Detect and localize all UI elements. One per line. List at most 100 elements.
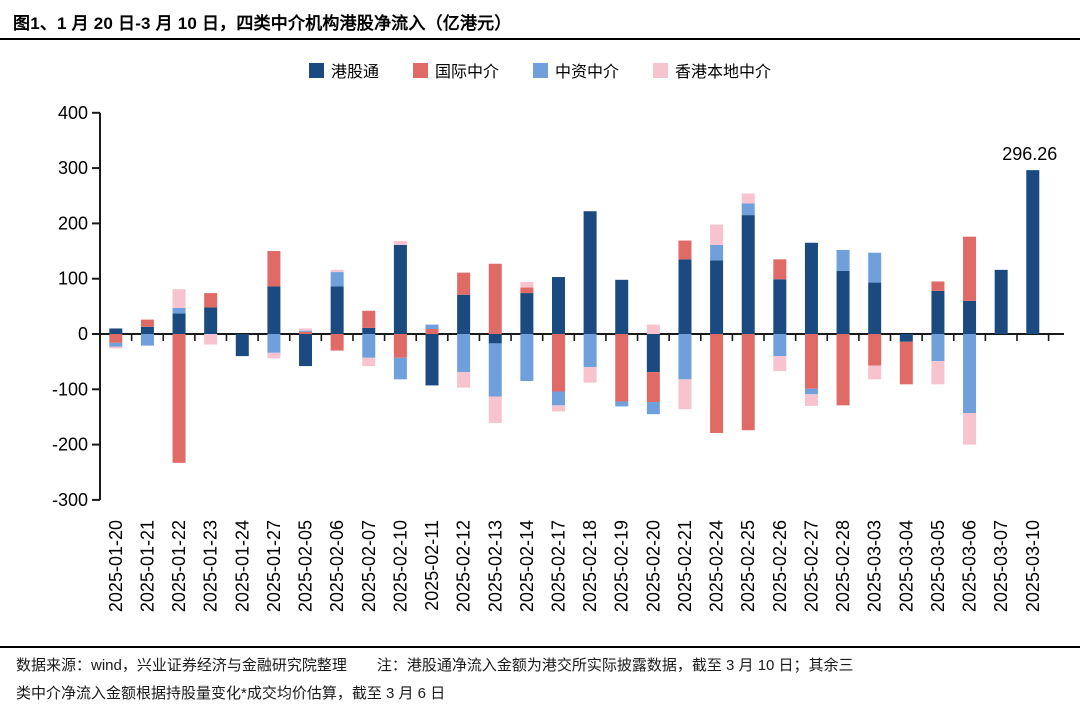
bar-segment-2025-03-05-香港本地中介 — [931, 361, 945, 385]
x-axis-label: 2025-02-17 — [548, 520, 568, 612]
bar-segment-2025-02-28-国际中介 — [836, 334, 850, 406]
bar-segment-2025-03-03-国际中介 — [868, 334, 882, 366]
y-axis-label: -300 — [52, 490, 88, 510]
x-axis-label: 2025-03-10 — [1023, 520, 1043, 612]
bar-segment-2025-02-07-中资中介 — [362, 334, 376, 358]
bar-segment-2025-02-10-国际中介 — [393, 334, 407, 358]
x-axis-label: 2025-03-07 — [991, 520, 1011, 612]
bar-segment-2025-01-27-香港本地中介 — [267, 352, 281, 359]
bar-segment-2025-02-14-港股通 — [520, 293, 534, 334]
bar-segment-2025-02-27-港股通 — [804, 242, 818, 334]
bar-segment-2025-03-03-港股通 — [868, 282, 882, 334]
bar-segment-2025-02-17-国际中介 — [551, 334, 565, 392]
legend-swatch-international — [412, 62, 428, 78]
bar-segment-2025-02-17-香港本地中介 — [551, 405, 565, 412]
bar-segment-2025-01-22-中资中介 — [172, 308, 186, 314]
bar-segment-2025-02-12-港股通 — [457, 294, 471, 334]
bar-segment-2025-02-20-港股通 — [646, 334, 660, 373]
bar-value-annotation: 296.26 — [1002, 144, 1057, 164]
x-axis-label: 2025-02-19 — [612, 520, 632, 612]
bar-segment-2025-02-14-中资中介 — [520, 334, 534, 382]
x-axis-label: 2025-03-06 — [960, 520, 980, 612]
bar-segment-2025-03-06-中资中介 — [963, 334, 977, 414]
bar-segment-2025-02-13-港股通 — [488, 334, 502, 344]
bar-segment-2025-02-25-国际中介 — [741, 334, 755, 431]
bar-segment-2025-02-20-香港本地中介 — [646, 324, 660, 334]
bar-segment-2025-02-17-港股通 — [551, 277, 565, 334]
bar-segment-2025-02-24-中资中介 — [710, 244, 724, 261]
bar-segment-2025-01-23-国际中介 — [204, 293, 218, 308]
bar-segment-2025-01-20-港股通 — [109, 328, 123, 334]
x-axis-label: 2025-02-06 — [327, 520, 347, 612]
x-axis-label: 2025-01-21 — [137, 520, 157, 612]
source-note-line2: 类中介净流入金额根据持股量变化*成交均价估算，截至 3 月 6 日 — [16, 684, 446, 702]
bar-segment-2025-03-05-中资中介 — [931, 334, 945, 362]
x-axis-label: 2025-02-18 — [580, 520, 600, 612]
x-axis-label: 2025-03-03 — [865, 520, 885, 612]
bar-segment-2025-02-27-国际中介 — [804, 334, 818, 389]
bar-segment-2025-02-18-香港本地中介 — [583, 367, 597, 383]
stacked-bar-chart: 400 300 200 100 0 -100 -200 -300 2025-01-20 2025-… — [52, 103, 1064, 612]
y-axis-label: 200 — [58, 213, 88, 233]
x-axis-label: 2025-03-05 — [928, 520, 948, 612]
x-axis-label: 2025-02-10 — [390, 520, 410, 612]
legend-swatch-hklocal — [653, 62, 669, 78]
bar-segment-2025-01-22-香港本地中介 — [172, 289, 186, 309]
bar-segment-2025-02-28-中资中介 — [836, 249, 850, 271]
bar-segment-2025-02-28-港股通 — [836, 270, 850, 334]
bar-segment-2025-02-18-中资中介 — [583, 334, 597, 368]
bar-segment-2025-02-25-香港本地中介 — [741, 193, 755, 204]
bar-segment-2025-02-05-香港本地中介 — [299, 328, 313, 331]
y-axis-label: 300 — [58, 158, 88, 178]
x-axis-label: 2025-02-14 — [517, 520, 537, 612]
bar-segment-2025-03-04-港股通 — [899, 334, 913, 342]
bar-segment-2025-01-21-国际中介 — [140, 319, 154, 327]
y-axis-label: 100 — [58, 269, 88, 289]
bar-segment-2025-03-03-中资中介 — [868, 252, 882, 283]
x-axis-label: 2025-01-23 — [201, 520, 221, 612]
x-axis-label: 2025-02-12 — [454, 520, 474, 612]
legend-label-chinese: 中资中介 — [555, 64, 620, 81]
x-axis-label: 2025-01-22 — [169, 520, 189, 612]
x-axis-label: 2025-02-28 — [833, 520, 853, 612]
x-axis-label: 2025-02-11 — [422, 520, 442, 611]
bar-segment-2025-01-22-港股通 — [172, 313, 186, 334]
bar-segment-2025-03-06-香港本地中介 — [963, 413, 977, 445]
y-axis-label: 0 — [78, 324, 88, 344]
bar-segment-2025-02-12-国际中介 — [457, 272, 471, 295]
bar-segment-2025-01-20-香港本地中介 — [109, 346, 123, 349]
bar-segment-2025-02-13-中资中介 — [488, 343, 502, 397]
bar-segment-2025-02-07-香港本地中介 — [362, 357, 376, 367]
bar-segment-2025-02-19-国际中介 — [615, 334, 629, 402]
source-note: 数据来源：wind，兴业证券经济与金融研究院整理 注：港股通净流入金额为港交所实… — [0, 646, 1080, 709]
legend-label-international: 国际中介 — [434, 64, 499, 81]
bar-segment-2025-02-20-国际中介 — [646, 372, 660, 403]
bar-segment-2025-02-11-国际中介 — [425, 329, 439, 334]
bar-segment-2025-02-11-港股通 — [425, 334, 439, 386]
bar-segment-2025-01-27-国际中介 — [267, 251, 281, 287]
bar-segment-2025-02-11-中资中介 — [425, 324, 439, 330]
bar-segment-2025-02-26-香港本地中介 — [773, 356, 787, 372]
bar-segment-2025-03-06-国际中介 — [963, 236, 977, 301]
legend-swatch-hkconnect — [308, 62, 324, 78]
bar-segment-2025-01-23-港股通 — [204, 307, 218, 334]
bar-segment-2025-02-12-中资中介 — [457, 334, 471, 373]
bar-segment-2025-01-27-港股通 — [267, 286, 281, 334]
bar-segment-2025-02-25-中资中介 — [741, 203, 755, 216]
bar-segment-2025-03-05-国际中介 — [931, 281, 945, 291]
bar-segment-2025-02-06-香港本地中介 — [330, 269, 344, 273]
bar-segment-2025-02-26-国际中介 — [773, 259, 787, 280]
legend-item-international: 国际中介 — [412, 58, 499, 82]
bar-segment-2025-01-24-港股通 — [235, 334, 249, 357]
x-axis-label: 2025-02-07 — [359, 520, 379, 612]
legend: 港股通 国际中介 中资中介 香港本地中介 — [0, 57, 1080, 83]
bar-segment-2025-02-19-中资中介 — [615, 401, 629, 407]
bar-segment-2025-02-05-港股通 — [299, 334, 313, 367]
bar-segment-2025-03-04-国际中介 — [899, 341, 913, 385]
bar-segment-2025-02-26-中资中介 — [773, 334, 787, 357]
bar-segment-2025-02-06-中资中介 — [330, 272, 344, 287]
bar-segment-2025-02-26-港股通 — [773, 279, 787, 334]
bar-segment-2025-02-27-香港本地中介 — [804, 394, 818, 406]
bar-segment-2025-02-07-港股通 — [362, 327, 376, 334]
